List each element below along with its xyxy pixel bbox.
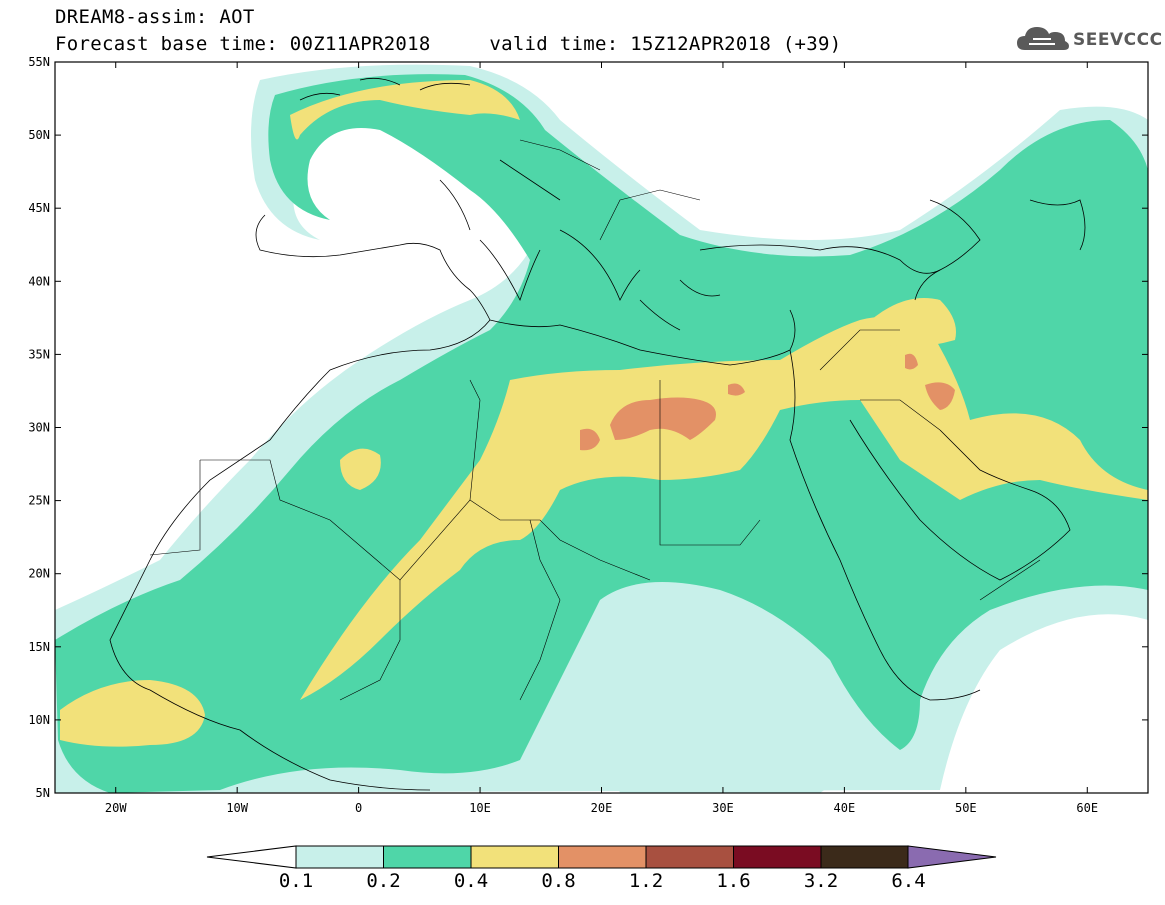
coastlines (109, 77, 1086, 791)
longitude-labels: 20W 10W 0 10E 20E 30E 40E 50E 60E (105, 62, 1098, 815)
lat-label: 30N (28, 421, 50, 435)
colorbar-box (733, 845, 822, 869)
lon-label: 20W (105, 801, 127, 815)
map-title: DREAM8-assim: AOT (55, 6, 255, 28)
lon-label: 60E (1076, 801, 1098, 815)
colorbar-low-arrow (206, 845, 297, 869)
logo-text: SEEVCCC (1073, 30, 1163, 50)
colorbar-label: 0.1 (278, 870, 314, 892)
colorbar-box (383, 845, 472, 869)
lat-label: 25N (28, 494, 50, 508)
lon-label: 10E (469, 801, 491, 815)
lat-label: 55N (28, 55, 50, 69)
colorbar-label: 1.6 (716, 870, 751, 892)
colorbar-label: 1.2 (628, 870, 664, 892)
cloud-icon (1017, 27, 1069, 50)
lon-label: 30E (712, 801, 734, 815)
lat-label: 35N (28, 347, 50, 361)
lon-label: 10W (226, 801, 248, 815)
colorbar-box (295, 845, 384, 869)
colorbar-box (558, 845, 647, 869)
aot-field (55, 62, 1148, 793)
colorbar-label: 0.8 (541, 870, 576, 892)
lon-label: 50E (955, 801, 977, 815)
lat-label: 5N (36, 786, 50, 800)
lat-label: 45N (28, 201, 50, 215)
colorbar-label: 0.4 (453, 870, 489, 892)
latitude-labels: 55N 50N 45N 40N 35N 30N 25N 20N 15N 10N 5N (28, 55, 1148, 800)
colorbar-label: 0.2 (366, 870, 401, 892)
lat-label: 15N (28, 640, 50, 654)
colorbar-label: 6.4 (891, 870, 926, 892)
colorbar-box (645, 845, 734, 869)
lat-label: 40N (28, 274, 50, 288)
seevccc-logo: SEEVCCC (1015, 22, 1162, 58)
colorbar-box (820, 845, 909, 869)
lon-label: 0 (355, 801, 362, 815)
country-borders (149, 139, 1041, 701)
lat-label: 50N (28, 128, 50, 142)
lon-label: 40E (834, 801, 856, 815)
lat-label: 20N (28, 567, 50, 581)
lon-label: 20E (591, 801, 613, 815)
colorbar-high-arrow (907, 845, 997, 869)
aot-band-0.4 (60, 80, 1148, 747)
aot-band-0.8 (580, 353, 955, 451)
forecast-time-line: Forecast base time: 00Z11APR2018 valid t… (55, 33, 842, 55)
lat-label: 10N (28, 713, 50, 727)
colorbar (206, 845, 997, 869)
colorbar-label: 3.2 (803, 870, 839, 892)
colorbar-box (470, 845, 559, 869)
